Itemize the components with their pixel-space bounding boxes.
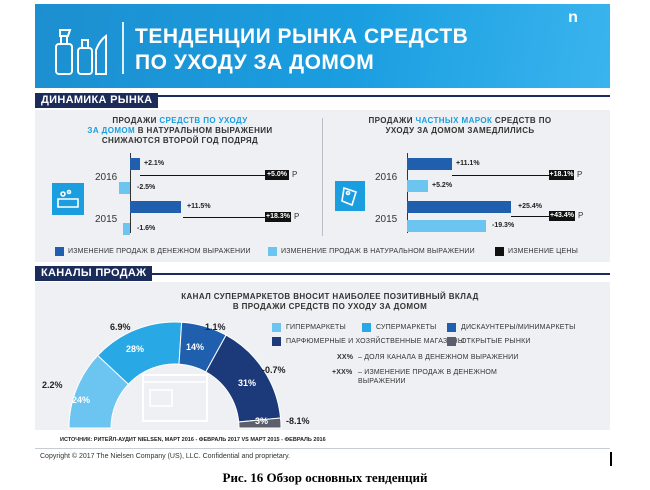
legend-swatch-hypermarkets	[272, 323, 281, 332]
washing-basin-icon	[52, 183, 84, 215]
axis-left	[130, 153, 131, 233]
legend-swatch-supermarkets	[362, 323, 371, 332]
note-change-line1: – ИЗМЕНЕНИЕ ПРОДАЖ В ДЕНЕЖНОМ	[358, 369, 498, 376]
value-2016-money-left: +2.1%	[144, 160, 165, 167]
nielsen-logo: n	[568, 9, 578, 26]
value-2015-natural-right: -19.3%	[492, 222, 515, 229]
channels-intro: КАНАЛ СУПЕРМАРКЕТОВ ВНОСИТ НАИБОЛЕЕ ПОЗИ…	[181, 292, 479, 311]
share-supermarkets: 28%	[126, 344, 145, 354]
share-open-markets: 3%	[255, 416, 269, 426]
legend-swatch-natural	[268, 247, 277, 256]
bar-2015-natural-right	[407, 220, 486, 232]
year-2015-right: 2015	[375, 214, 398, 225]
title-line-2: ПО УХОДУ ЗА ДОМОМ	[135, 51, 375, 74]
legend-swatch-money	[55, 247, 64, 256]
section-rule-channels	[35, 273, 610, 275]
value-2015-money-right: +25.4%	[518, 203, 542, 210]
footer-rule	[35, 448, 610, 449]
legend-swatch-discounters	[447, 323, 456, 332]
value-2016-natural-left: -2.5%	[137, 184, 156, 191]
share-perfume-stores: 31%	[238, 378, 257, 388]
page-title: ТЕНДЕНЦИИ РЫНКА СРЕДСТВ ПО УХОДУ ЗА ДОМО…	[135, 24, 545, 76]
bar-2015-natural-left	[123, 223, 130, 235]
price-line-2015-right	[511, 216, 549, 217]
legend-swatch-price	[495, 247, 504, 256]
price-2016-left: +5.0%	[265, 170, 289, 180]
price-2016-right: +18.1%	[549, 170, 574, 180]
text-cursor	[610, 452, 612, 466]
bar-2015-money-right	[407, 201, 511, 213]
copyright: Copyright © 2017 The Nielsen Company (US…	[40, 453, 291, 460]
bar-2016-money-right	[407, 158, 452, 170]
year-2015-left: 2015	[95, 214, 118, 225]
legend-money: ИЗМЕНЕНИЕ ПРОДАЖ В ДЕНЕЖНОМ ВЫРАЖЕНИИ	[68, 248, 251, 255]
title-line-1: ТЕНДЕНЦИИ РЫНКА СРЕДСТВ	[135, 25, 469, 48]
note-share-key: XX%	[337, 354, 354, 361]
price-line-2016-right	[452, 175, 549, 176]
price-line-2015-left	[183, 217, 265, 218]
legend-hypermarkets: ГИПЕРМАРКЕТЫ	[286, 324, 346, 331]
legend-swatch-open-markets	[447, 337, 456, 346]
value-2015-natural-left: -1.6%	[137, 225, 156, 232]
share-hypermarkets: 24%	[72, 395, 91, 405]
share-discounters: 14%	[186, 342, 205, 352]
legend-perfume-stores: ПАРФЮМЕРНЫЕ И ХОЗЯЙСТВЕННЫЕ МАГАЗИНЫ	[286, 338, 465, 345]
legend-open-markets: ОТКРЫТЫЕ РЫНКИ	[461, 338, 531, 345]
market-left-text: ПРОДАЖИ СРЕДСТВ ПО УХОДУ ЗА ДОМОМ В НАТУ…	[87, 116, 273, 145]
price-2015-left: +18.3%	[265, 212, 291, 222]
cleaning-bottles-icon	[55, 29, 107, 75]
bar-2015-money-left	[130, 201, 181, 213]
bar-2016-money-left	[130, 158, 140, 170]
price-tag-icon	[335, 181, 365, 211]
price-2015-right: +43.4%	[549, 211, 575, 221]
value-2016-natural-right: +5.2%	[432, 182, 453, 189]
change-open-markets: -8.1%	[286, 416, 310, 426]
market-right-text: ПРОДАЖИ ЧАСТНЫХ МАРОК СРЕДСТВ ПО УХОДУ З…	[368, 116, 552, 135]
year-2016-right: 2016	[375, 172, 398, 183]
bar-2016-natural-right	[407, 180, 428, 192]
year-2016-left: 2016	[95, 172, 118, 183]
channels-donut-chart	[68, 321, 282, 429]
note-change-line2: ВЫРАЖЕНИИ	[358, 378, 406, 385]
rub-2016-right: Р	[577, 170, 583, 179]
section-title-channels: КАНАЛЫ ПРОДАЖ	[35, 266, 153, 281]
section-rule-market	[35, 95, 610, 97]
section-title-market: ДИНАМИКА РЫНКА	[35, 93, 159, 108]
legend-discounters: ДИСКАУНТЕРЫ/МИНИМАРКЕТЫ	[461, 324, 576, 331]
legend-natural: ИЗМЕНЕНИЕ ПРОДАЖ В НАТУРАЛЬНОМ ВЫРАЖЕНИИ	[281, 248, 475, 255]
header-divider	[122, 22, 124, 74]
change-discounters: 1.1%	[205, 322, 226, 332]
rub-2015-right: Р	[578, 211, 584, 220]
figure-caption: Рис. 16 Обзор основных тенденций	[222, 470, 428, 485]
donut-segment-open-markets	[238, 417, 282, 429]
bar-2016-natural-left	[119, 182, 130, 194]
change-hypermarkets: 2.2%	[42, 380, 63, 390]
price-line-2016-left	[140, 175, 265, 176]
legend-supermarkets: СУПЕРМАРКЕТЫ	[376, 324, 437, 331]
change-perfume-stores: -0.7%	[262, 365, 286, 375]
note-share: – ДОЛЯ КАНАЛА В ДЕНЕЖНОМ ВЫРАЖЕНИИ	[358, 354, 519, 361]
legend-price: ИЗМЕНЕНИЕ ЦЕНЫ	[508, 248, 579, 255]
rub-2016-left: Р	[292, 170, 298, 179]
value-2015-money-left: +11.5%	[187, 203, 211, 210]
change-supermarkets: 6.9%	[110, 322, 131, 332]
source-note: ИСТОЧНИК: РИТЕЙЛ-АУДИТ NIELSEN, МАРТ 201…	[60, 437, 326, 443]
panel-divider	[322, 118, 323, 236]
rub-2015-left: Р	[294, 212, 300, 221]
axis-right	[407, 153, 408, 233]
note-change-key: +XX%	[332, 369, 353, 376]
value-2016-money-right: +11.1%	[456, 160, 480, 167]
legend-swatch-perfume-stores	[272, 337, 281, 346]
header-banner	[35, 4, 610, 88]
